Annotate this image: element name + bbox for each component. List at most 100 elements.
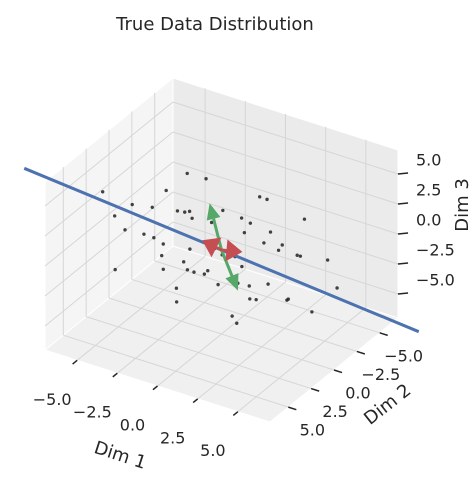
tick-mark: [72, 359, 78, 365]
y-tick-label: −5.0: [384, 346, 423, 365]
z-axis-label: Dim 3: [452, 178, 473, 232]
point: [248, 221, 253, 225]
tick-mark: [152, 385, 158, 391]
tick-mark: [397, 292, 409, 295]
tick-mark: [232, 411, 239, 417]
grid-line: [172, 161, 399, 235]
grid-line: [172, 191, 399, 265]
point: [209, 220, 214, 225]
point: [185, 171, 189, 176]
point: [235, 321, 239, 325]
point: [202, 272, 207, 276]
y-tick-label: 0.0: [345, 383, 370, 402]
point: [286, 297, 291, 301]
tick-mark: [397, 202, 409, 205]
grid-line: [108, 297, 335, 371]
grid-line: [172, 101, 399, 175]
grid-line: [172, 131, 399, 205]
z-tick-label: −5.0: [416, 270, 455, 289]
point: [265, 197, 269, 202]
tick-mark: [379, 332, 388, 337]
point: [239, 216, 244, 220]
point: [298, 254, 303, 258]
point: [123, 228, 127, 232]
point: [276, 248, 281, 252]
z-tick-label: −2.5: [416, 240, 455, 259]
point: [216, 282, 220, 287]
arrow-head: [225, 239, 243, 262]
point: [280, 243, 284, 247]
point: [248, 297, 252, 301]
x-tick-label: 0.0: [120, 416, 145, 435]
z-tick-label: 0.0: [416, 210, 441, 229]
tick-mark: [333, 369, 343, 374]
point: [164, 188, 168, 193]
point: [112, 214, 117, 218]
x-axis-label: Dim 1: [91, 437, 148, 474]
arrow: [206, 203, 223, 251]
chart-title: True Data Distribution: [115, 14, 314, 35]
arrow-shaft: [215, 246, 223, 252]
point: [335, 286, 339, 290]
point: [192, 270, 196, 274]
point: [206, 268, 210, 273]
tick-mark: [397, 232, 409, 235]
grid-line: [172, 221, 399, 295]
point: [175, 209, 180, 213]
arrow: [220, 249, 239, 291]
arrow-shaft: [220, 249, 234, 277]
grid-line: [44, 191, 174, 297]
point: [262, 241, 266, 245]
arrow-head: [202, 237, 222, 258]
arrow-head: [225, 273, 239, 291]
point: [161, 267, 165, 271]
point: [230, 314, 234, 318]
y-tick-label: 5.0: [300, 421, 325, 440]
point: [257, 195, 262, 199]
tick-mark: [397, 262, 409, 265]
point: [161, 242, 165, 246]
point: [247, 284, 251, 288]
point: [174, 300, 179, 304]
z-tick-label: 2.5: [416, 180, 441, 199]
point: [183, 210, 187, 214]
point: [302, 217, 307, 221]
grid-line: [44, 101, 174, 207]
point: [160, 253, 164, 258]
y-tick-label: 2.5: [322, 402, 347, 421]
point: [101, 190, 105, 194]
grid-line: [131, 278, 357, 352]
y-tick-label: −2.5: [361, 365, 400, 384]
point: [187, 209, 192, 214]
point: [130, 202, 134, 207]
arrow: [202, 237, 223, 258]
point: [204, 177, 208, 181]
grid-line: [44, 131, 174, 237]
tick-mark: [310, 387, 320, 392]
point: [310, 310, 314, 314]
point: [266, 282, 270, 286]
arrow: [221, 239, 243, 262]
tick-mark: [397, 172, 409, 175]
point: [190, 216, 194, 220]
arrow-shaft: [212, 218, 223, 251]
point: [240, 264, 244, 269]
x-tick-label: −5.0: [33, 390, 72, 409]
point: [185, 268, 190, 272]
point: [181, 260, 186, 264]
point: [221, 208, 225, 213]
tick-mark: [192, 398, 199, 404]
arrow-head: [206, 203, 221, 221]
point: [295, 253, 299, 257]
point: [188, 247, 192, 251]
tick-mark: [288, 406, 297, 411]
x-tick-label: 5.0: [200, 441, 225, 460]
x-tick-label: −2.5: [73, 403, 112, 422]
grid-line: [86, 316, 312, 390]
point: [325, 258, 330, 262]
grid-line: [44, 161, 174, 267]
point: [142, 232, 146, 236]
tick-mark: [112, 372, 118, 378]
grid-line: [63, 334, 289, 408]
